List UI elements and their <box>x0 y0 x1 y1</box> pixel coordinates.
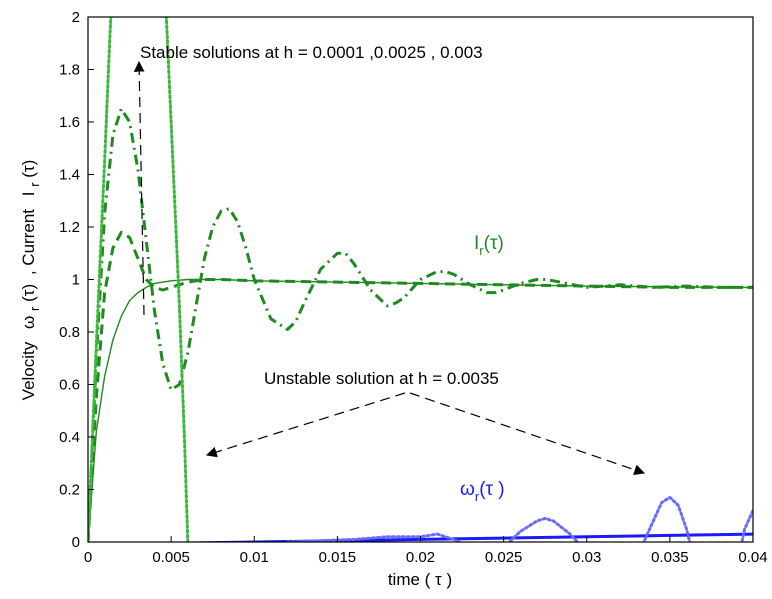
y-tick-label: 0.6 <box>59 377 80 394</box>
series-layer <box>88 17 753 542</box>
x-tick-label: 0.03 <box>572 549 601 566</box>
y-tick-label: 0.2 <box>59 482 80 499</box>
y-axis-omega-arg: (τ) <box>19 284 38 302</box>
x-tick-label: 0.04 <box>738 549 767 566</box>
y-tick-label: 1.6 <box>59 114 80 131</box>
series-line-dotted-3 <box>88 17 190 542</box>
x-tick-label: 0.02 <box>406 549 435 566</box>
x-tick-label: 0.01 <box>240 549 269 566</box>
y-tick-label: 0 <box>72 534 80 551</box>
y-tick-label: 0.8 <box>59 324 80 341</box>
unstable-arrow-left <box>205 392 406 458</box>
stable-annotation: Stable solutions at h = 0.0001 ,0.0025 ,… <box>140 43 483 62</box>
current-series-label: Ir(τ) <box>474 233 504 258</box>
x-tick-label: 0.015 <box>319 549 357 566</box>
x-tick-label: 0.035 <box>651 549 689 566</box>
y-tick-label: 1.4 <box>59 167 80 184</box>
series-line-dashdot-2 <box>88 107 753 542</box>
y-axis-current: I <box>19 192 38 197</box>
y-tick-label: 1 <box>72 272 80 289</box>
y-tick-label: 1.8 <box>59 62 80 79</box>
y-ticks: 0 0.2 0.4 0.6 0.8 1 1.2 1.4 1.6 1.8 2 <box>59 9 94 551</box>
x-tick-label: 0.005 <box>152 549 190 566</box>
x-tick-label: 0 <box>84 549 92 566</box>
y-axis-title: Velocity ω r (τ) , Current I r (τ) <box>19 160 43 401</box>
y-tick-label: 1.2 <box>59 219 80 236</box>
series-line-solid-0 <box>88 278 753 542</box>
y-tick-label: 2 <box>72 9 80 26</box>
x-tick-label: 0.025 <box>485 549 523 566</box>
y-axis-omega-sub: r <box>27 306 42 311</box>
series-line-dotted-5 <box>286 495 753 542</box>
unstable-annotation: Unstable solution at h = 0.0035 <box>264 369 499 388</box>
x-axis-title: time ( τ ) <box>388 570 452 589</box>
unstable-arrow-right <box>409 392 646 475</box>
x-ticks: 0 0.005 0.01 0.015 0.02 0.025 0.03 0.035 0.04 <box>84 536 768 566</box>
y-axis-current-sub: r <box>27 182 42 187</box>
y-axis-current-arg: (τ) <box>19 160 38 178</box>
y-tick-label: 0.4 <box>59 429 80 446</box>
y-axis-omega: ω <box>19 316 38 329</box>
y-axis-velocity: Velocity <box>19 341 38 400</box>
y-axis-comma: , Current <box>19 209 38 275</box>
velocity-series-label: ωr(τ ) <box>460 479 505 504</box>
stable-arrow <box>133 60 145 316</box>
